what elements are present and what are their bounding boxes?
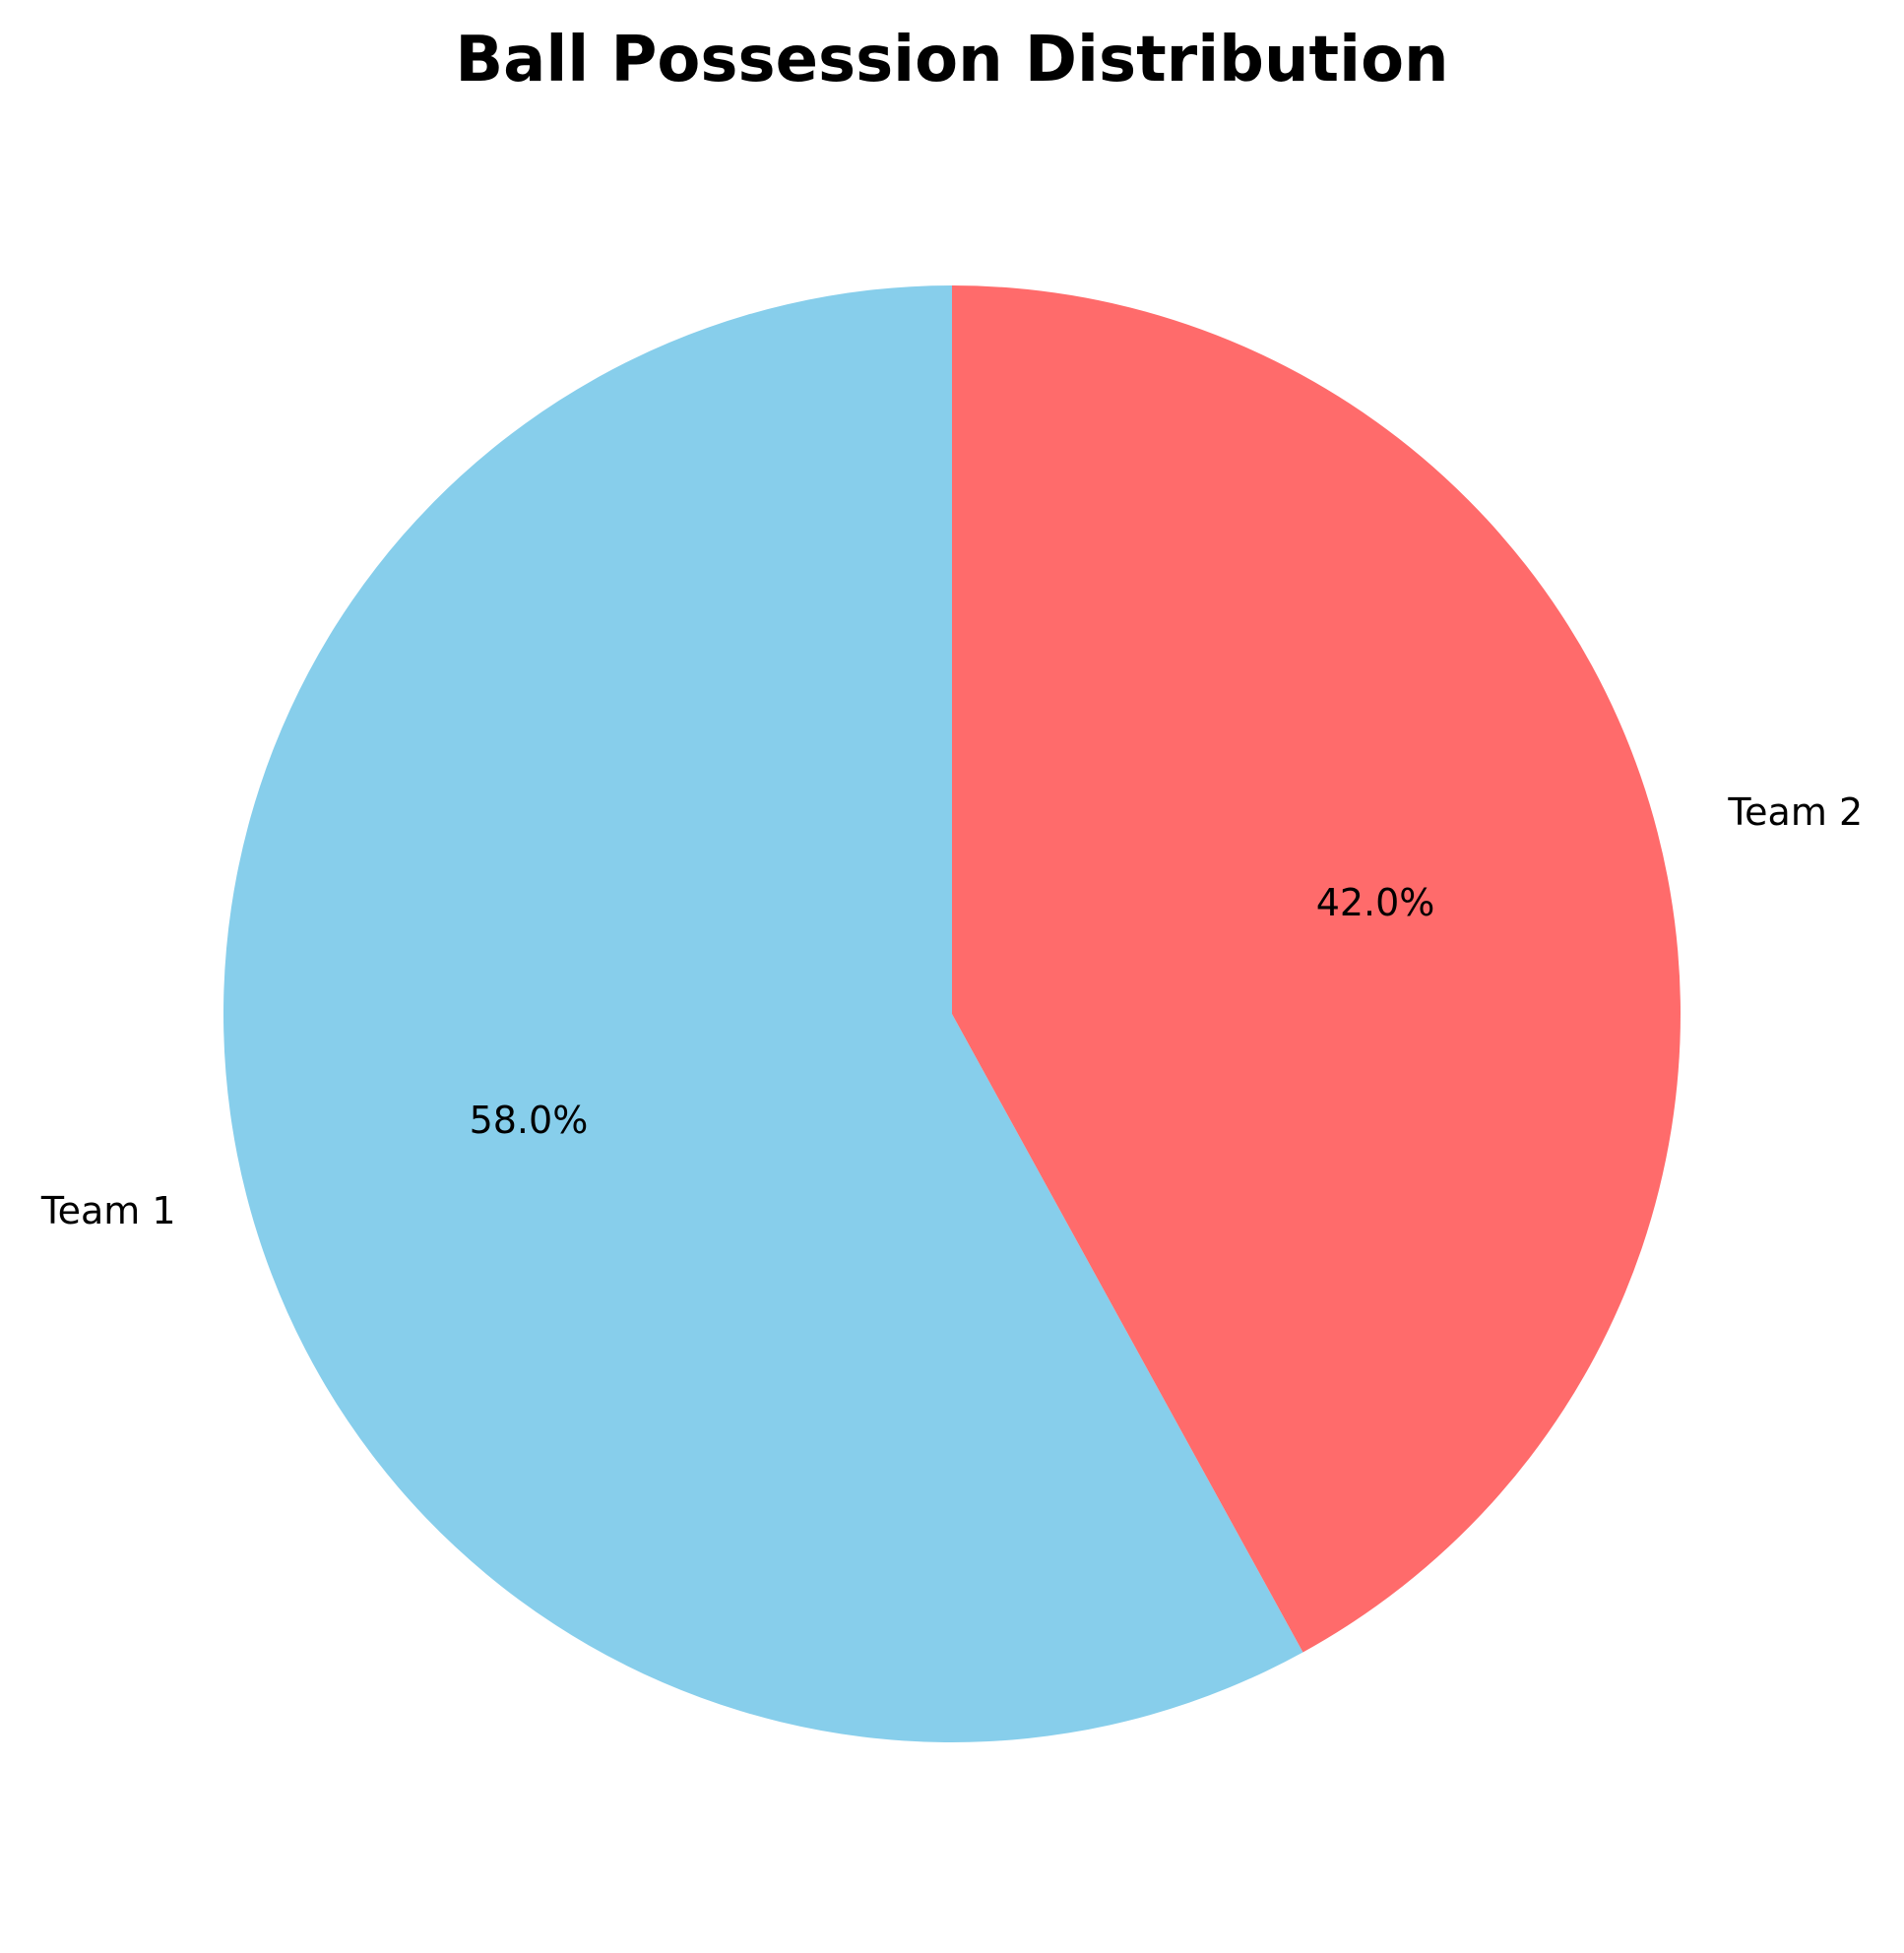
pie-slice-1 <box>222 285 1303 1743</box>
slice-value-label-1: 58.0% <box>470 1099 589 1142</box>
slice-value-label-2: 42.0% <box>1316 881 1435 924</box>
chart-title: Ball Possession Distribution <box>455 24 1448 96</box>
pie-slice-2 <box>952 285 1681 1653</box>
pie-labels: Team 1 58.0% Team 2 42.0% <box>40 790 1863 1232</box>
slice-label-2: Team 2 <box>1727 790 1863 834</box>
pie-slices <box>222 285 1681 1743</box>
slice-label-1: Team 1 <box>40 1189 176 1232</box>
